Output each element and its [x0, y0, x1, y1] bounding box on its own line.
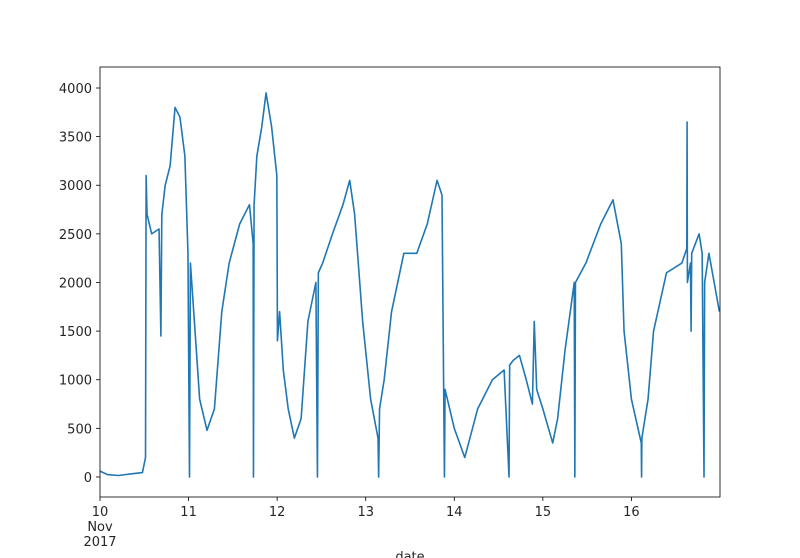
y-tick-label: 0 — [84, 471, 92, 486]
x-tick-label: 11 — [180, 505, 197, 520]
data-line — [99, 92, 721, 478]
x-axis-label: date — [395, 550, 424, 558]
x-tick-label: 15 — [535, 505, 552, 520]
x-tick-label: 12 — [269, 505, 286, 520]
y-tick-label: 1500 — [59, 325, 92, 340]
x-tick-label: 14 — [446, 505, 463, 520]
y-tick-label: 1000 — [59, 374, 92, 389]
y-tick-label: 500 — [67, 422, 92, 437]
x-tick-label: 10 Nov 2017 — [83, 505, 116, 550]
y-tick-label: 3000 — [59, 179, 92, 194]
y-tick-label: 4000 — [59, 82, 92, 97]
y-tick-label: 2000 — [59, 276, 92, 291]
x-tick-label: 16 — [623, 505, 640, 520]
plot-frame — [99, 66, 721, 498]
y-tick-label: 3500 — [59, 131, 92, 146]
x-tick-label: 13 — [357, 505, 374, 520]
y-tick-label: 2500 — [59, 228, 92, 243]
